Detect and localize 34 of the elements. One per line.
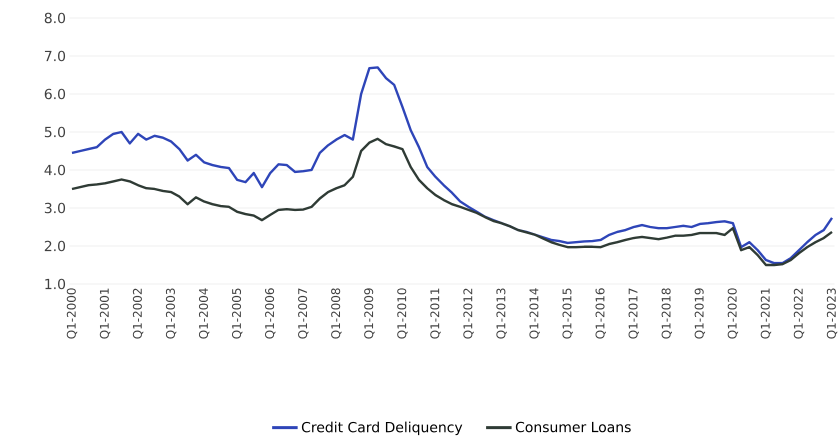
x-tick-label: Q1-2005 [232,288,242,339]
x-tick-label: Q1-2019 [694,288,706,339]
y-tick-label: 6.0 [44,88,66,100]
y-tick-label: 8.0 [44,12,66,24]
legend-label: Consumer Loans [516,422,631,432]
x-tick-label: Q1-2006 [265,288,276,339]
legend-label: Credit Card Deliquency [302,422,462,436]
x-tick-label: Q1-2004 [198,288,210,339]
x-tick-label: Q1-2015 [562,288,573,339]
x-tick-label: Q1-2020 [728,288,738,339]
x-tick-label: Q1-2008 [331,288,342,339]
y-tick-label: 3.0 [44,202,66,214]
x-tick-label: Q1-2009 [364,288,375,339]
y-tick-label: 7.0 [44,50,66,62]
x-tick-label: Q1-2003 [166,288,176,339]
x-tick-label: Q1-2023 [826,288,838,339]
x-tick-label: Q1-2011 [430,288,441,339]
x-tick-label: Q1-2021 [760,288,772,339]
x-tick-label: Q1-2016 [595,288,606,339]
x-tick-label: Q1-2012 [463,288,474,339]
x-tick-label: Q1-2002 [132,288,144,339]
x-tick-label: Q1-2000 [66,288,78,339]
y-tick-label: 1.0 [45,278,66,290]
y-tick-label: 5.0 [44,126,66,138]
x-tick-label: Q1-2014 [529,288,540,339]
x-tick-label: Q1-2017 [628,288,639,339]
y-tick-label: 4.0 [44,164,66,176]
x-tick-label: Q1-2010 [397,288,408,339]
y-tick-label: 2.0 [44,240,66,252]
x-tick-label: Q1-2007 [298,288,309,339]
x-tick-label: Q1-2013 [496,288,507,339]
x-tick-label: Q1-2022 [794,288,804,339]
x-tick-label: Q1-2018 [662,288,672,339]
x-tick-label: Q1-2001 [100,288,110,339]
